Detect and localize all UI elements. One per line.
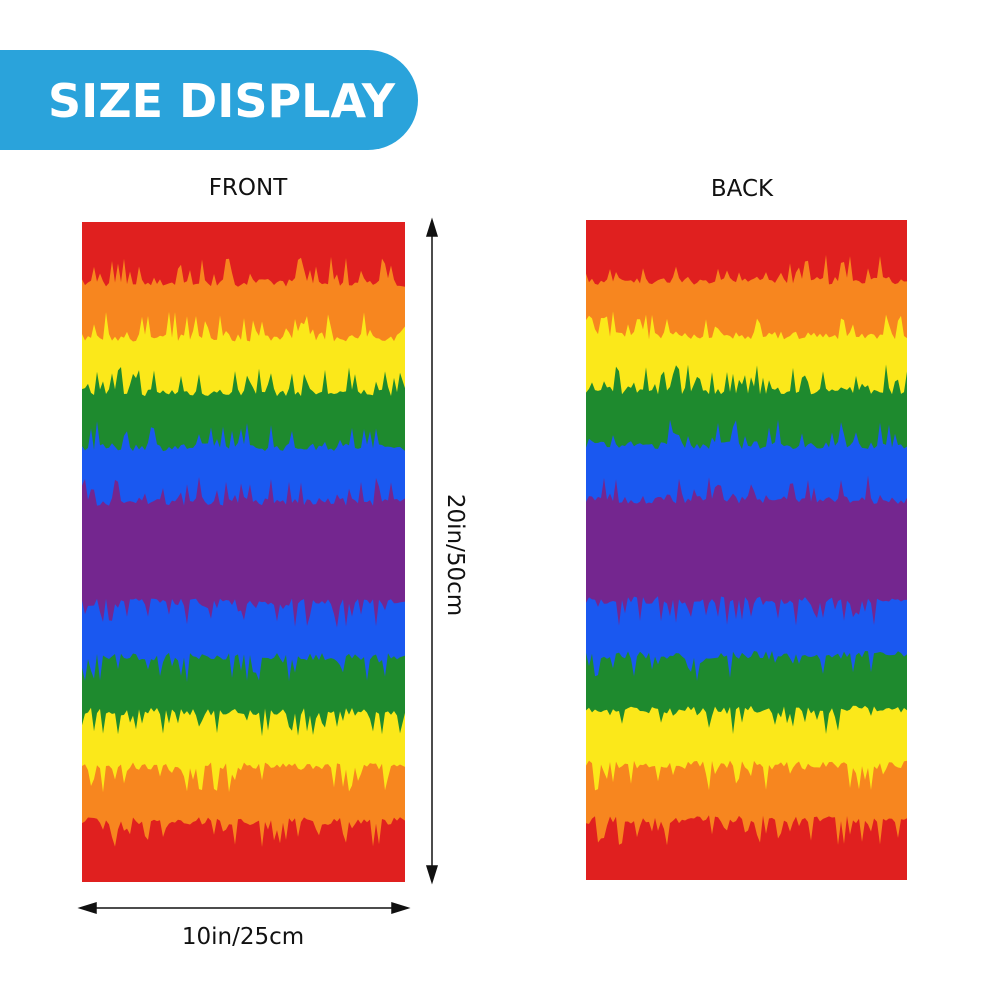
arrowhead xyxy=(425,217,439,237)
stripe xyxy=(82,476,405,552)
front-panel xyxy=(82,222,405,882)
back-panel xyxy=(586,220,907,880)
banner xyxy=(0,50,418,150)
dimension-arrows xyxy=(77,217,439,915)
front-label: FRONT xyxy=(209,175,289,201)
arrowhead xyxy=(425,865,439,885)
stripe xyxy=(586,550,907,626)
stripe xyxy=(82,552,405,628)
banner-title: SIZE DISPLAY xyxy=(48,74,396,128)
arrowhead xyxy=(391,901,411,915)
height-label: 20in/50cm xyxy=(442,494,468,616)
width-label: 10in/25cm xyxy=(182,924,304,950)
back-label: BACK xyxy=(711,176,774,202)
stripe xyxy=(586,475,907,550)
arrowhead xyxy=(77,901,97,915)
